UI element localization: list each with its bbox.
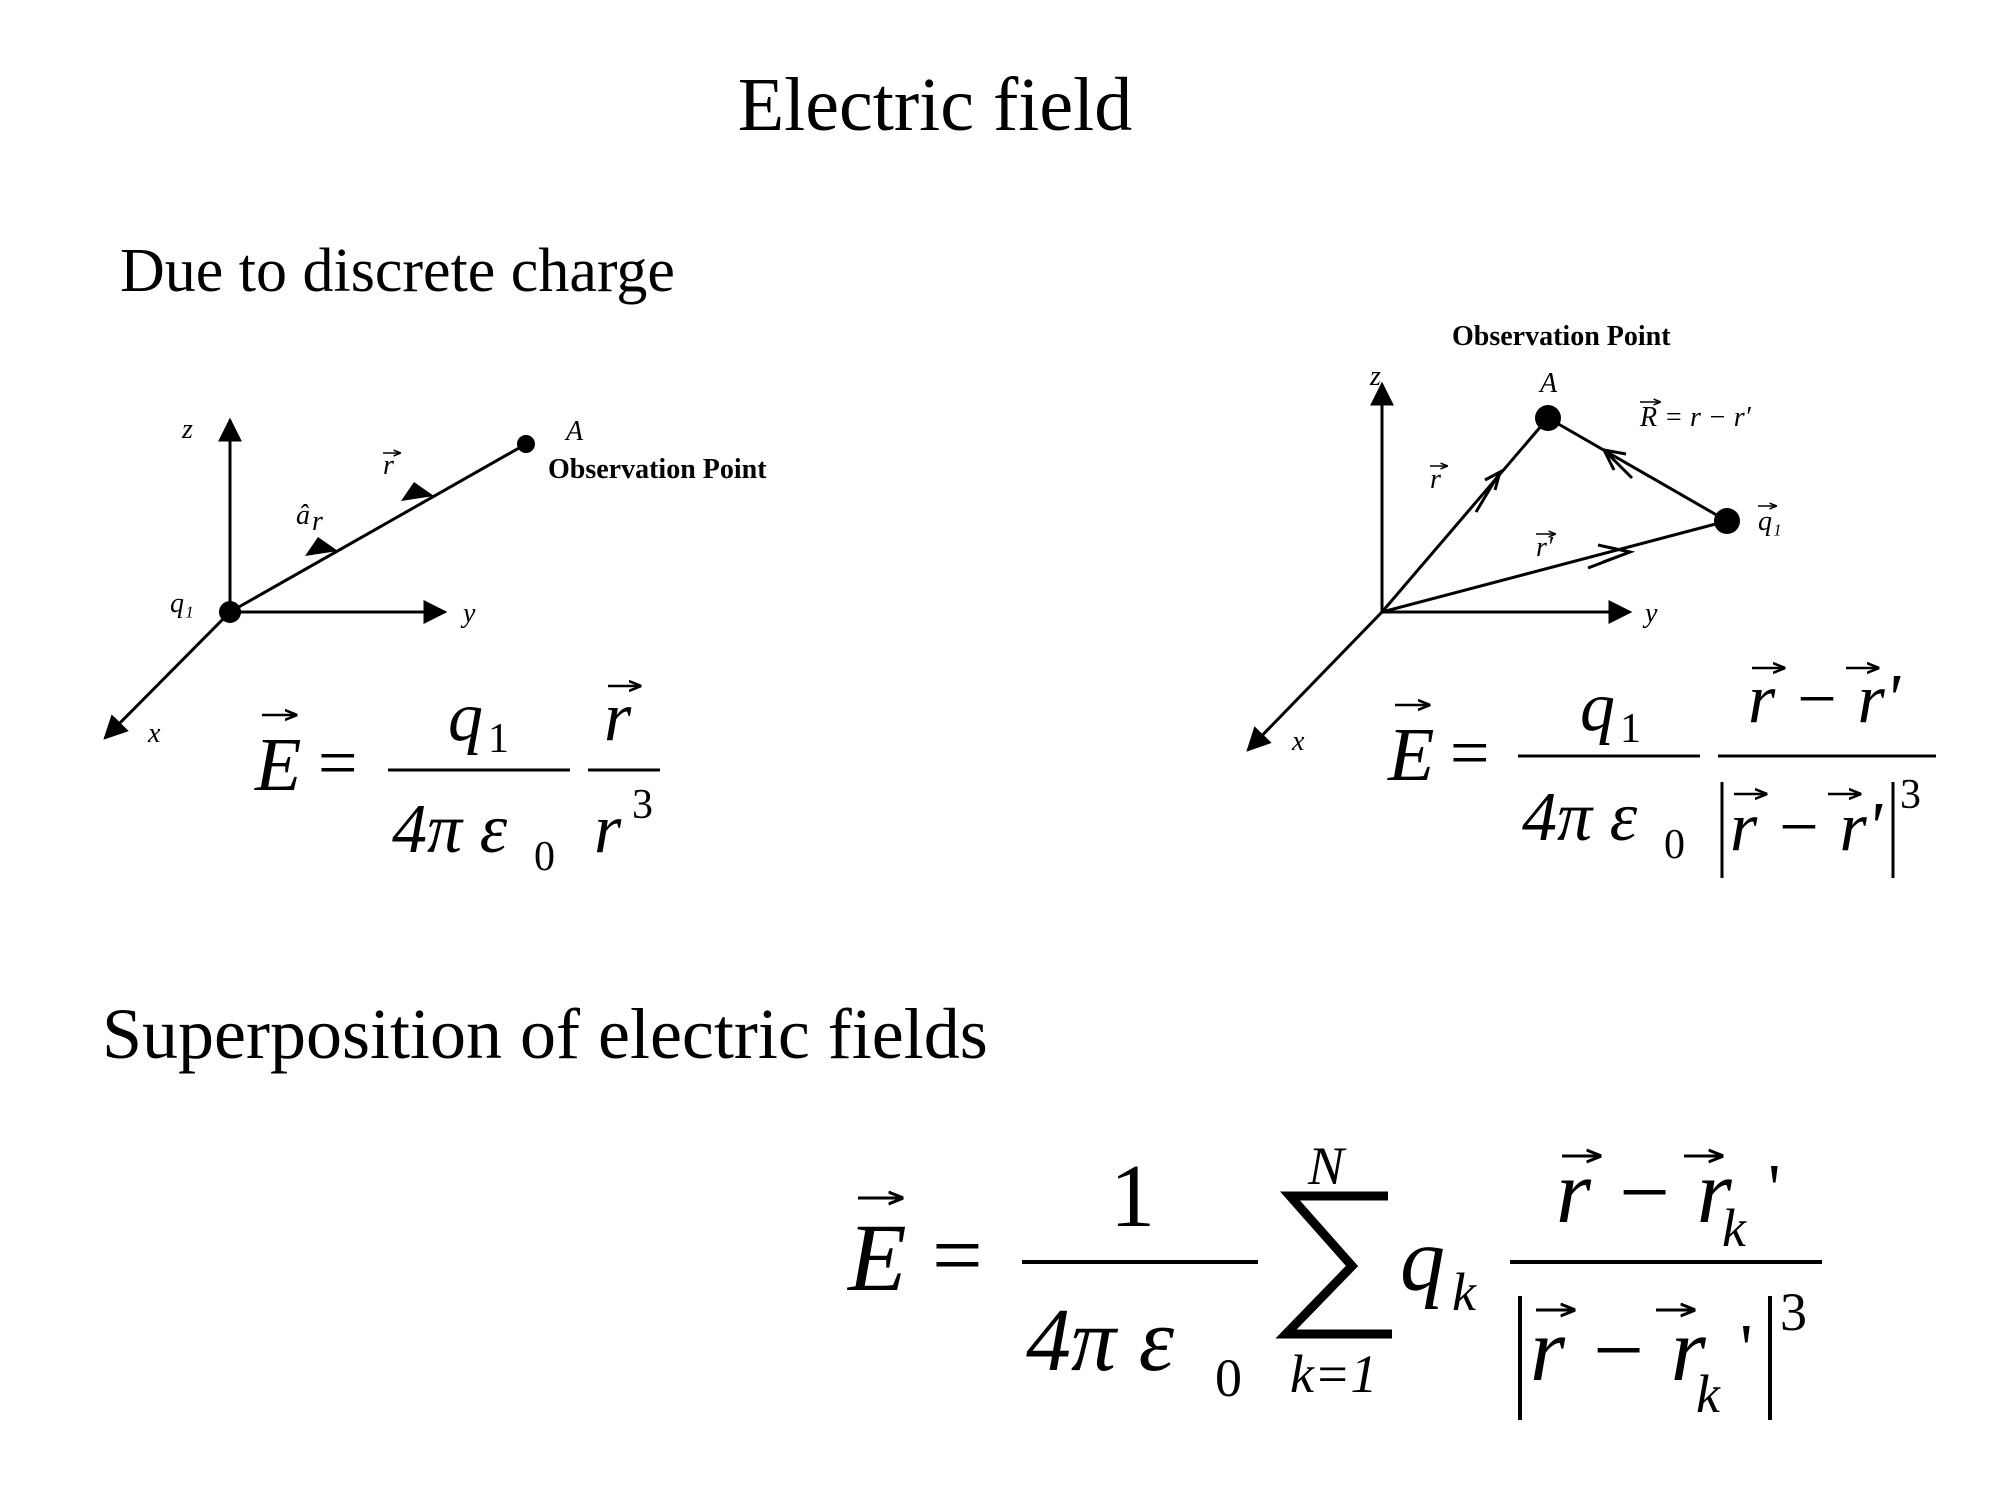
charge-label: q₁: [1758, 506, 1782, 537]
observation-dot: [1535, 405, 1561, 431]
rprime-arrowhead: [1587, 543, 1636, 570]
position-vector-line: [229, 442, 527, 614]
R-vector-line: [1547, 416, 1728, 523]
r-label: r: [383, 450, 394, 481]
eq3-num2-sub: k: [1722, 1198, 1747, 1258]
eq3-den2-sup: 3: [1780, 1282, 1807, 1342]
eq3-num2: r − r: [1556, 1143, 1733, 1242]
r-label: r: [1430, 464, 1441, 495]
R-arrowhead: [1599, 447, 1634, 480]
eq3-den2-sub: k: [1696, 1364, 1721, 1424]
eq2-equals: =: [1450, 715, 1489, 792]
eq3-q: q: [1400, 1211, 1445, 1310]
rprime-vector-line: [1381, 519, 1728, 614]
eq3-sum-bottom: k=1: [1290, 1344, 1377, 1404]
y-label: y: [460, 598, 476, 629]
eq3-num1: 1: [1110, 1147, 1155, 1246]
x-label: x: [147, 718, 161, 749]
eq2-den1: 4π ε: [1522, 779, 1638, 856]
observation-label: Observation Point: [1452, 321, 1671, 352]
eq1-num2: r: [604, 679, 632, 756]
equation-point-charge: E = q 1 4π ε 0 r r 3: [254, 679, 660, 880]
eq1-num1: q: [448, 679, 483, 756]
eq2-num2: r − r': [1748, 661, 1901, 738]
eq2-lhs: E: [1387, 713, 1434, 797]
page-title: Electric field: [737, 63, 1133, 147]
x-label: x: [1291, 726, 1305, 757]
unit-vector-label: â: [296, 500, 310, 531]
r-arrowhead: [1474, 468, 1505, 513]
rprime-label: r′: [1536, 532, 1554, 563]
eq3-den2-prime: ': [1740, 1311, 1753, 1388]
eq3-lhs: E: [846, 1204, 907, 1311]
eq3-sum-top: N: [1307, 1136, 1347, 1196]
eq1-equals: =: [318, 725, 357, 802]
arrowhead-unit-vector: [305, 537, 338, 556]
x-axis: [1246, 610, 1384, 752]
eq3-den2: r − r: [1530, 1301, 1707, 1400]
eq3-den1-sub: 0: [1215, 1348, 1242, 1408]
section-heading-discrete: Due to discrete charge: [120, 237, 675, 305]
eq1-den2: r: [594, 791, 622, 868]
eq2-den2: r − r': [1730, 789, 1883, 866]
eq2-num1: q: [1580, 669, 1615, 746]
eq3-q-sub: k: [1452, 1262, 1477, 1322]
eq3-den1: 4π ε: [1026, 1291, 1175, 1390]
unit-vector-sub: r: [312, 506, 323, 537]
eq2-num1-sub: 1: [1620, 706, 1641, 752]
observation-label: Observation Point: [548, 454, 767, 485]
equation-offset-charge: E = q 1 4π ε 0 r − r' r − r' 3: [1387, 661, 1936, 878]
R-definition-label: R = r − r′: [1639, 402, 1752, 433]
eq1-den2-sup: 3: [632, 782, 653, 828]
section-heading-superposition: Superposition of electric fields: [102, 994, 988, 1074]
diagram-left: z y x q₁ A Observation Point r â r: [103, 414, 767, 749]
z-label: z: [1369, 361, 1381, 392]
r-vector-line: [1380, 417, 1550, 613]
eq2-den2-sup: 3: [1900, 772, 1921, 818]
eq1-den1-sub: 0: [534, 834, 555, 880]
eq2-den1-sub: 0: [1664, 822, 1685, 868]
observation-dot: [517, 435, 535, 453]
eq1-den1: 4π ε: [392, 791, 508, 868]
point-label: A: [564, 416, 584, 447]
y-label: y: [1642, 598, 1658, 629]
point-label: A: [1538, 368, 1558, 399]
eq1-num1-sub: 1: [488, 716, 509, 762]
charge-dot: [219, 601, 241, 623]
charge-dot: [1714, 508, 1740, 534]
diagram-right: Observation Point A R = r − r′ z y x r r…: [1246, 321, 1782, 757]
equation-superposition: E = 1 4π ε 0 N k=1 q k r − r k ' r − r k…: [846, 1136, 1822, 1424]
charge-label: q₁: [170, 588, 194, 619]
eq3-equals: =: [932, 1206, 983, 1305]
eq1-lhs: E: [254, 723, 301, 807]
arrowhead-r-vector: [401, 482, 434, 501]
sum-symbol: [1275, 1191, 1392, 1339]
x-axis: [103, 610, 232, 740]
eq3-num2-prime: ': [1768, 1151, 1781, 1228]
z-label: z: [181, 414, 193, 445]
